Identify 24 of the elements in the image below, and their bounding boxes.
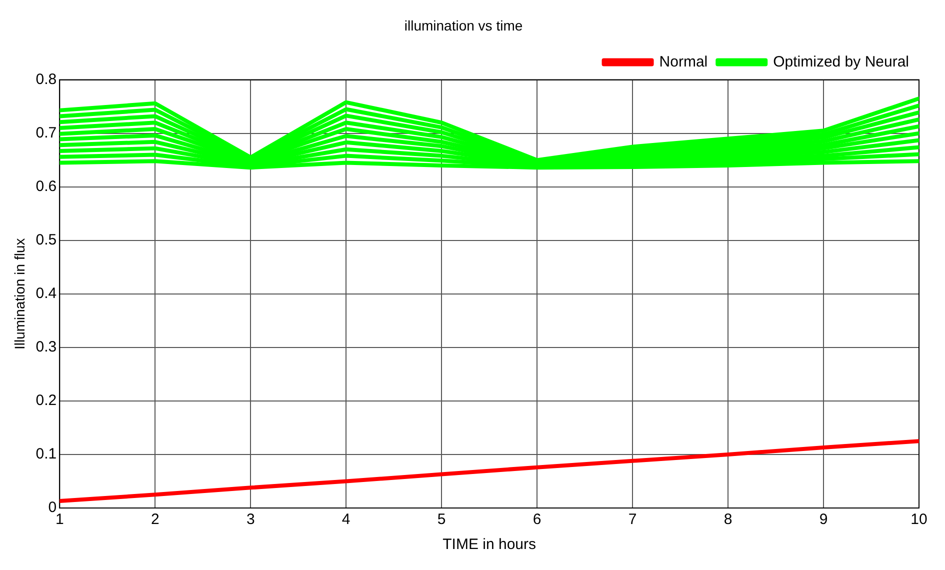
y-tick-label: 0.4 <box>36 285 57 302</box>
x-tick-label: 3 <box>246 511 255 528</box>
y-tick-label: 0.3 <box>36 338 57 356</box>
y-tick-label: 0.6 <box>36 178 57 195</box>
y-axis-title: Illumination in flux <box>11 238 28 350</box>
x-tick-label: 4 <box>342 511 350 528</box>
x-tick-label: 7 <box>628 511 637 528</box>
legend-label: Optimized by Neural <box>773 53 910 70</box>
x-tick-label: 2 <box>150 511 160 528</box>
x-tick-label: 9 <box>819 511 828 528</box>
y-tick-label: 0 <box>48 499 57 516</box>
y-tick-label: 0.8 <box>36 70 57 88</box>
x-tick-label: 1 <box>55 511 64 528</box>
chart-title: illumination vs time <box>404 17 523 34</box>
x-tick-label: 8 <box>724 511 732 528</box>
y-tick-label: 0.1 <box>36 446 57 463</box>
y-tick-label: 0.2 <box>36 392 57 410</box>
legend-label: Normal <box>659 53 708 70</box>
x-tick-label: 5 <box>437 511 446 528</box>
y-tick-label: 0.7 <box>36 124 57 142</box>
x-tick-label: 6 <box>532 511 542 528</box>
y-tick-label: 0.5 <box>36 232 57 249</box>
x-axis-title: TIME in hours <box>442 536 536 554</box>
x-tick-label: 10 <box>910 511 928 528</box>
